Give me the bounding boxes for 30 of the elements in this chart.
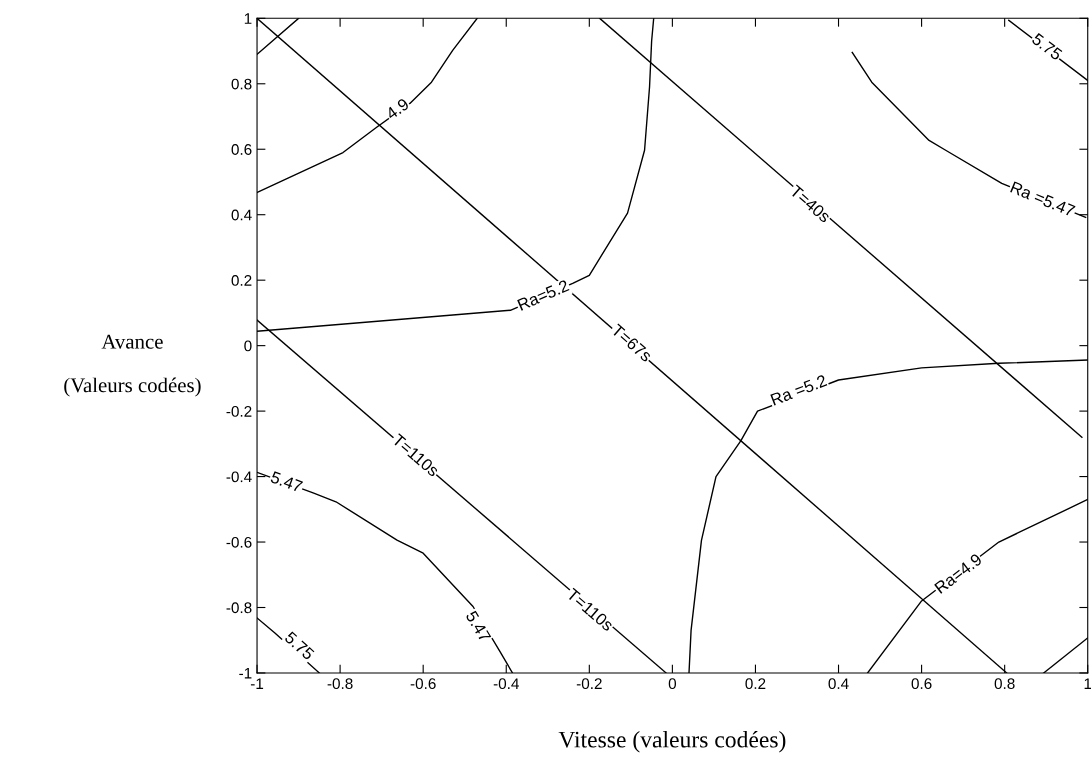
y-tick-label: -1 xyxy=(239,667,252,679)
annotation: Ra =5.47 xyxy=(1010,181,1076,217)
y-tick-label: -0.6 xyxy=(226,536,252,548)
annotation: 4.9 xyxy=(384,97,410,121)
x-tick-label: -0.6 xyxy=(410,678,436,690)
annotation: Ra =5.2 xyxy=(770,374,828,406)
x-tick-label: 0.6 xyxy=(911,678,932,690)
x-axis-title: Vitesse (valeurs codées) xyxy=(558,730,786,753)
x-tick-label: 0.4 xyxy=(828,678,849,690)
x-tick-label: -0.4 xyxy=(493,678,519,690)
y-tick-label: 0 xyxy=(244,340,252,352)
x-tick-label: -0.2 xyxy=(576,678,602,690)
y-tick-label: -0.8 xyxy=(226,602,252,614)
y-tick-label: -0.2 xyxy=(226,405,252,417)
text: Avance (Valeurs codées) xyxy=(64,334,201,397)
x-tick-label: 0 xyxy=(668,678,677,690)
annotation: 5.75 xyxy=(284,631,315,661)
annotation: 5.47 xyxy=(269,471,304,493)
x-tick-label: 1 xyxy=(1084,678,1091,689)
y-tick-label: 0.4 xyxy=(231,209,252,221)
y-tick-label: 0.6 xyxy=(231,144,252,155)
x-tick-label: 0.8 xyxy=(994,678,1015,690)
x-tick-label: 0.2 xyxy=(745,678,766,690)
annotation: 5.47 xyxy=(465,610,492,643)
annotation: 5.75 xyxy=(1031,32,1063,61)
y-tick-label: 0.2 xyxy=(231,275,252,286)
y-tick-label: -0.4 xyxy=(226,471,252,483)
x-tick-label: -0.8 xyxy=(327,678,353,690)
y-tick-label: 0.8 xyxy=(231,78,252,90)
y-tick-label: 1 xyxy=(244,13,252,24)
